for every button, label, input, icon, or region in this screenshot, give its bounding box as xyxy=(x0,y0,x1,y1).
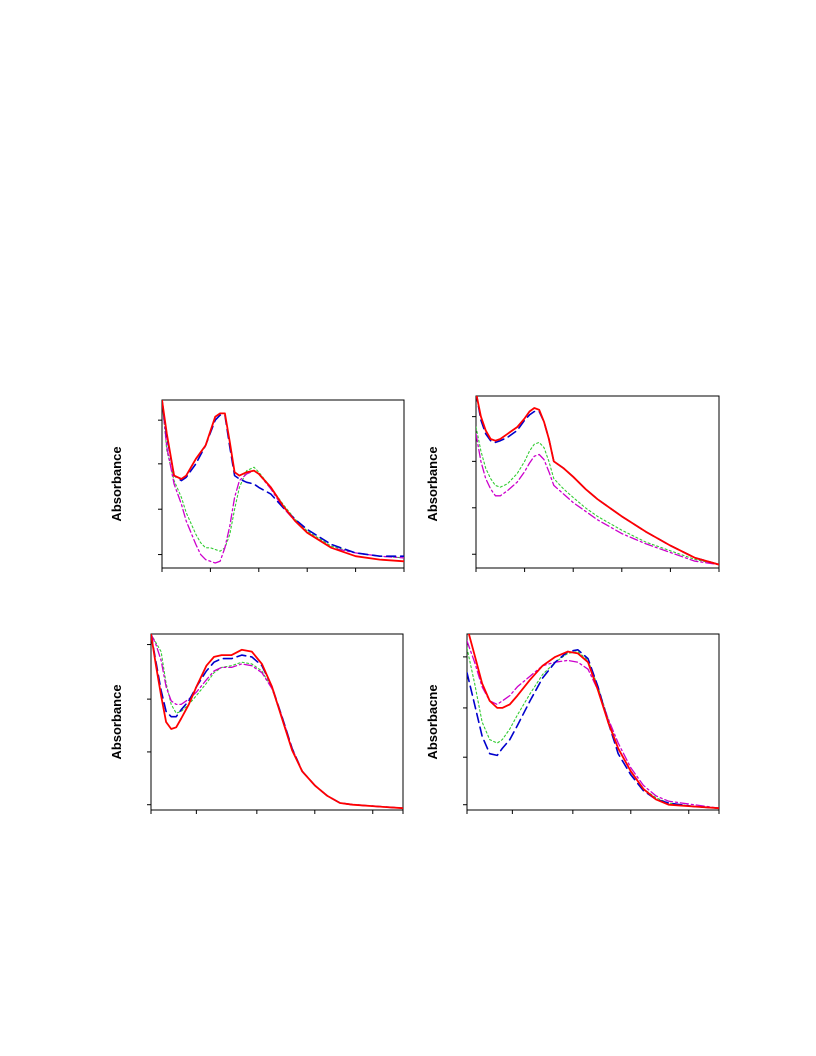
series-line-3 xyxy=(476,426,719,566)
series-group xyxy=(476,396,719,566)
plot-frame xyxy=(466,633,720,811)
series-line-4 xyxy=(467,640,719,809)
series-group xyxy=(151,634,403,810)
chart-panel-bottom-left: Absorbance xyxy=(109,633,404,814)
y-axis-label: Absorbacne xyxy=(425,684,440,759)
chart-panel-bottom-right: Absorbacne xyxy=(425,633,720,814)
plot-frame xyxy=(150,633,404,811)
series-line-1 xyxy=(476,396,719,566)
series-group xyxy=(467,634,719,810)
series-line-3 xyxy=(162,400,404,559)
y-axis-label: Absorbance xyxy=(109,684,124,759)
series-line-4 xyxy=(476,433,719,566)
series-line-1 xyxy=(151,634,403,810)
series-group xyxy=(162,400,404,564)
chart-panel-top-left: Absorbance xyxy=(109,399,405,572)
y-axis-label: Absorbance xyxy=(109,446,124,521)
plot-frame xyxy=(161,399,405,569)
series-line-1 xyxy=(467,634,719,810)
chart-panel-top-right: Absorbance xyxy=(425,395,720,572)
series-line-2 xyxy=(162,400,404,557)
y-axis-label: Absorbance xyxy=(425,446,440,521)
series-line-1 xyxy=(162,400,404,563)
plot-frame xyxy=(475,395,720,569)
